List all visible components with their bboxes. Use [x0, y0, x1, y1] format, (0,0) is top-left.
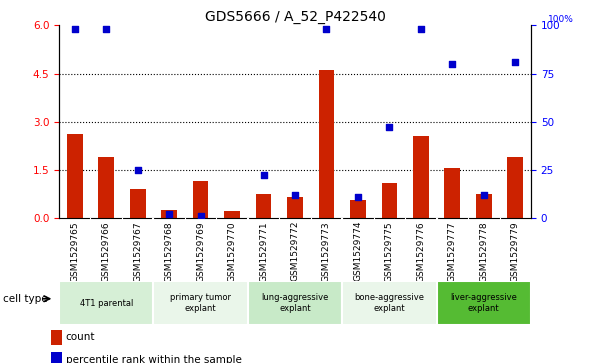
Bar [476, 194, 491, 218]
Text: 4T1 parental: 4T1 parental [80, 299, 133, 307]
Text: GSM1529768: GSM1529768 [165, 221, 173, 282]
Text: GSM1529770: GSM1529770 [228, 221, 237, 282]
Text: bone-aggressive
explant: bone-aggressive explant [355, 293, 424, 313]
Bar [444, 168, 460, 218]
Bar [350, 200, 366, 218]
Bar [193, 181, 208, 218]
Bar [59, 281, 153, 325]
Bar [382, 183, 397, 218]
Point [290, 192, 300, 197]
Text: GSM1529766: GSM1529766 [101, 221, 111, 282]
Point [448, 61, 457, 67]
Text: liver-aggressive
explant: liver-aggressive explant [450, 293, 517, 313]
Text: GSM1529779: GSM1529779 [511, 221, 520, 282]
Point [70, 26, 80, 32]
Text: cell type: cell type [3, 294, 48, 304]
Bar [99, 157, 114, 218]
Text: GSM1529771: GSM1529771 [259, 221, 268, 282]
Point [133, 167, 142, 172]
Point [101, 26, 111, 32]
Point [322, 26, 331, 32]
Point [416, 26, 425, 32]
Bar [437, 281, 531, 325]
Text: GSM1529774: GSM1529774 [353, 221, 362, 281]
Point [165, 211, 174, 217]
Text: count: count [65, 332, 95, 342]
Title: GDS5666 / A_52_P422540: GDS5666 / A_52_P422540 [205, 11, 385, 24]
Bar [51, 330, 61, 345]
Point [196, 213, 205, 219]
Point [479, 192, 489, 197]
Text: GSM1529772: GSM1529772 [290, 221, 300, 281]
Point [259, 172, 268, 178]
Text: GSM1529773: GSM1529773 [322, 221, 331, 282]
Bar [342, 281, 437, 325]
Text: GSM1529775: GSM1529775 [385, 221, 394, 282]
Point [510, 59, 520, 65]
Bar [130, 189, 146, 218]
Bar [413, 136, 429, 218]
Bar [67, 134, 83, 218]
Bar [255, 194, 271, 218]
Bar [153, 281, 248, 325]
Text: lung-aggressive
explant: lung-aggressive explant [261, 293, 329, 313]
Text: GSM1529778: GSM1529778 [479, 221, 489, 282]
Text: percentile rank within the sample: percentile rank within the sample [65, 355, 242, 363]
Text: 100%: 100% [548, 16, 573, 24]
Text: primary tumor
explant: primary tumor explant [170, 293, 231, 313]
Text: GSM1529776: GSM1529776 [417, 221, 425, 282]
Bar [51, 352, 61, 363]
Text: GSM1529769: GSM1529769 [196, 221, 205, 282]
Bar [507, 157, 523, 218]
Point [385, 125, 394, 130]
Bar [319, 70, 335, 218]
Text: GSM1529767: GSM1529767 [133, 221, 142, 282]
Point [353, 194, 363, 200]
Bar [224, 211, 240, 218]
Text: GSM1529777: GSM1529777 [448, 221, 457, 282]
Bar [161, 210, 177, 218]
Bar [287, 197, 303, 218]
Bar [248, 281, 342, 325]
Text: GSM1529765: GSM1529765 [70, 221, 79, 282]
